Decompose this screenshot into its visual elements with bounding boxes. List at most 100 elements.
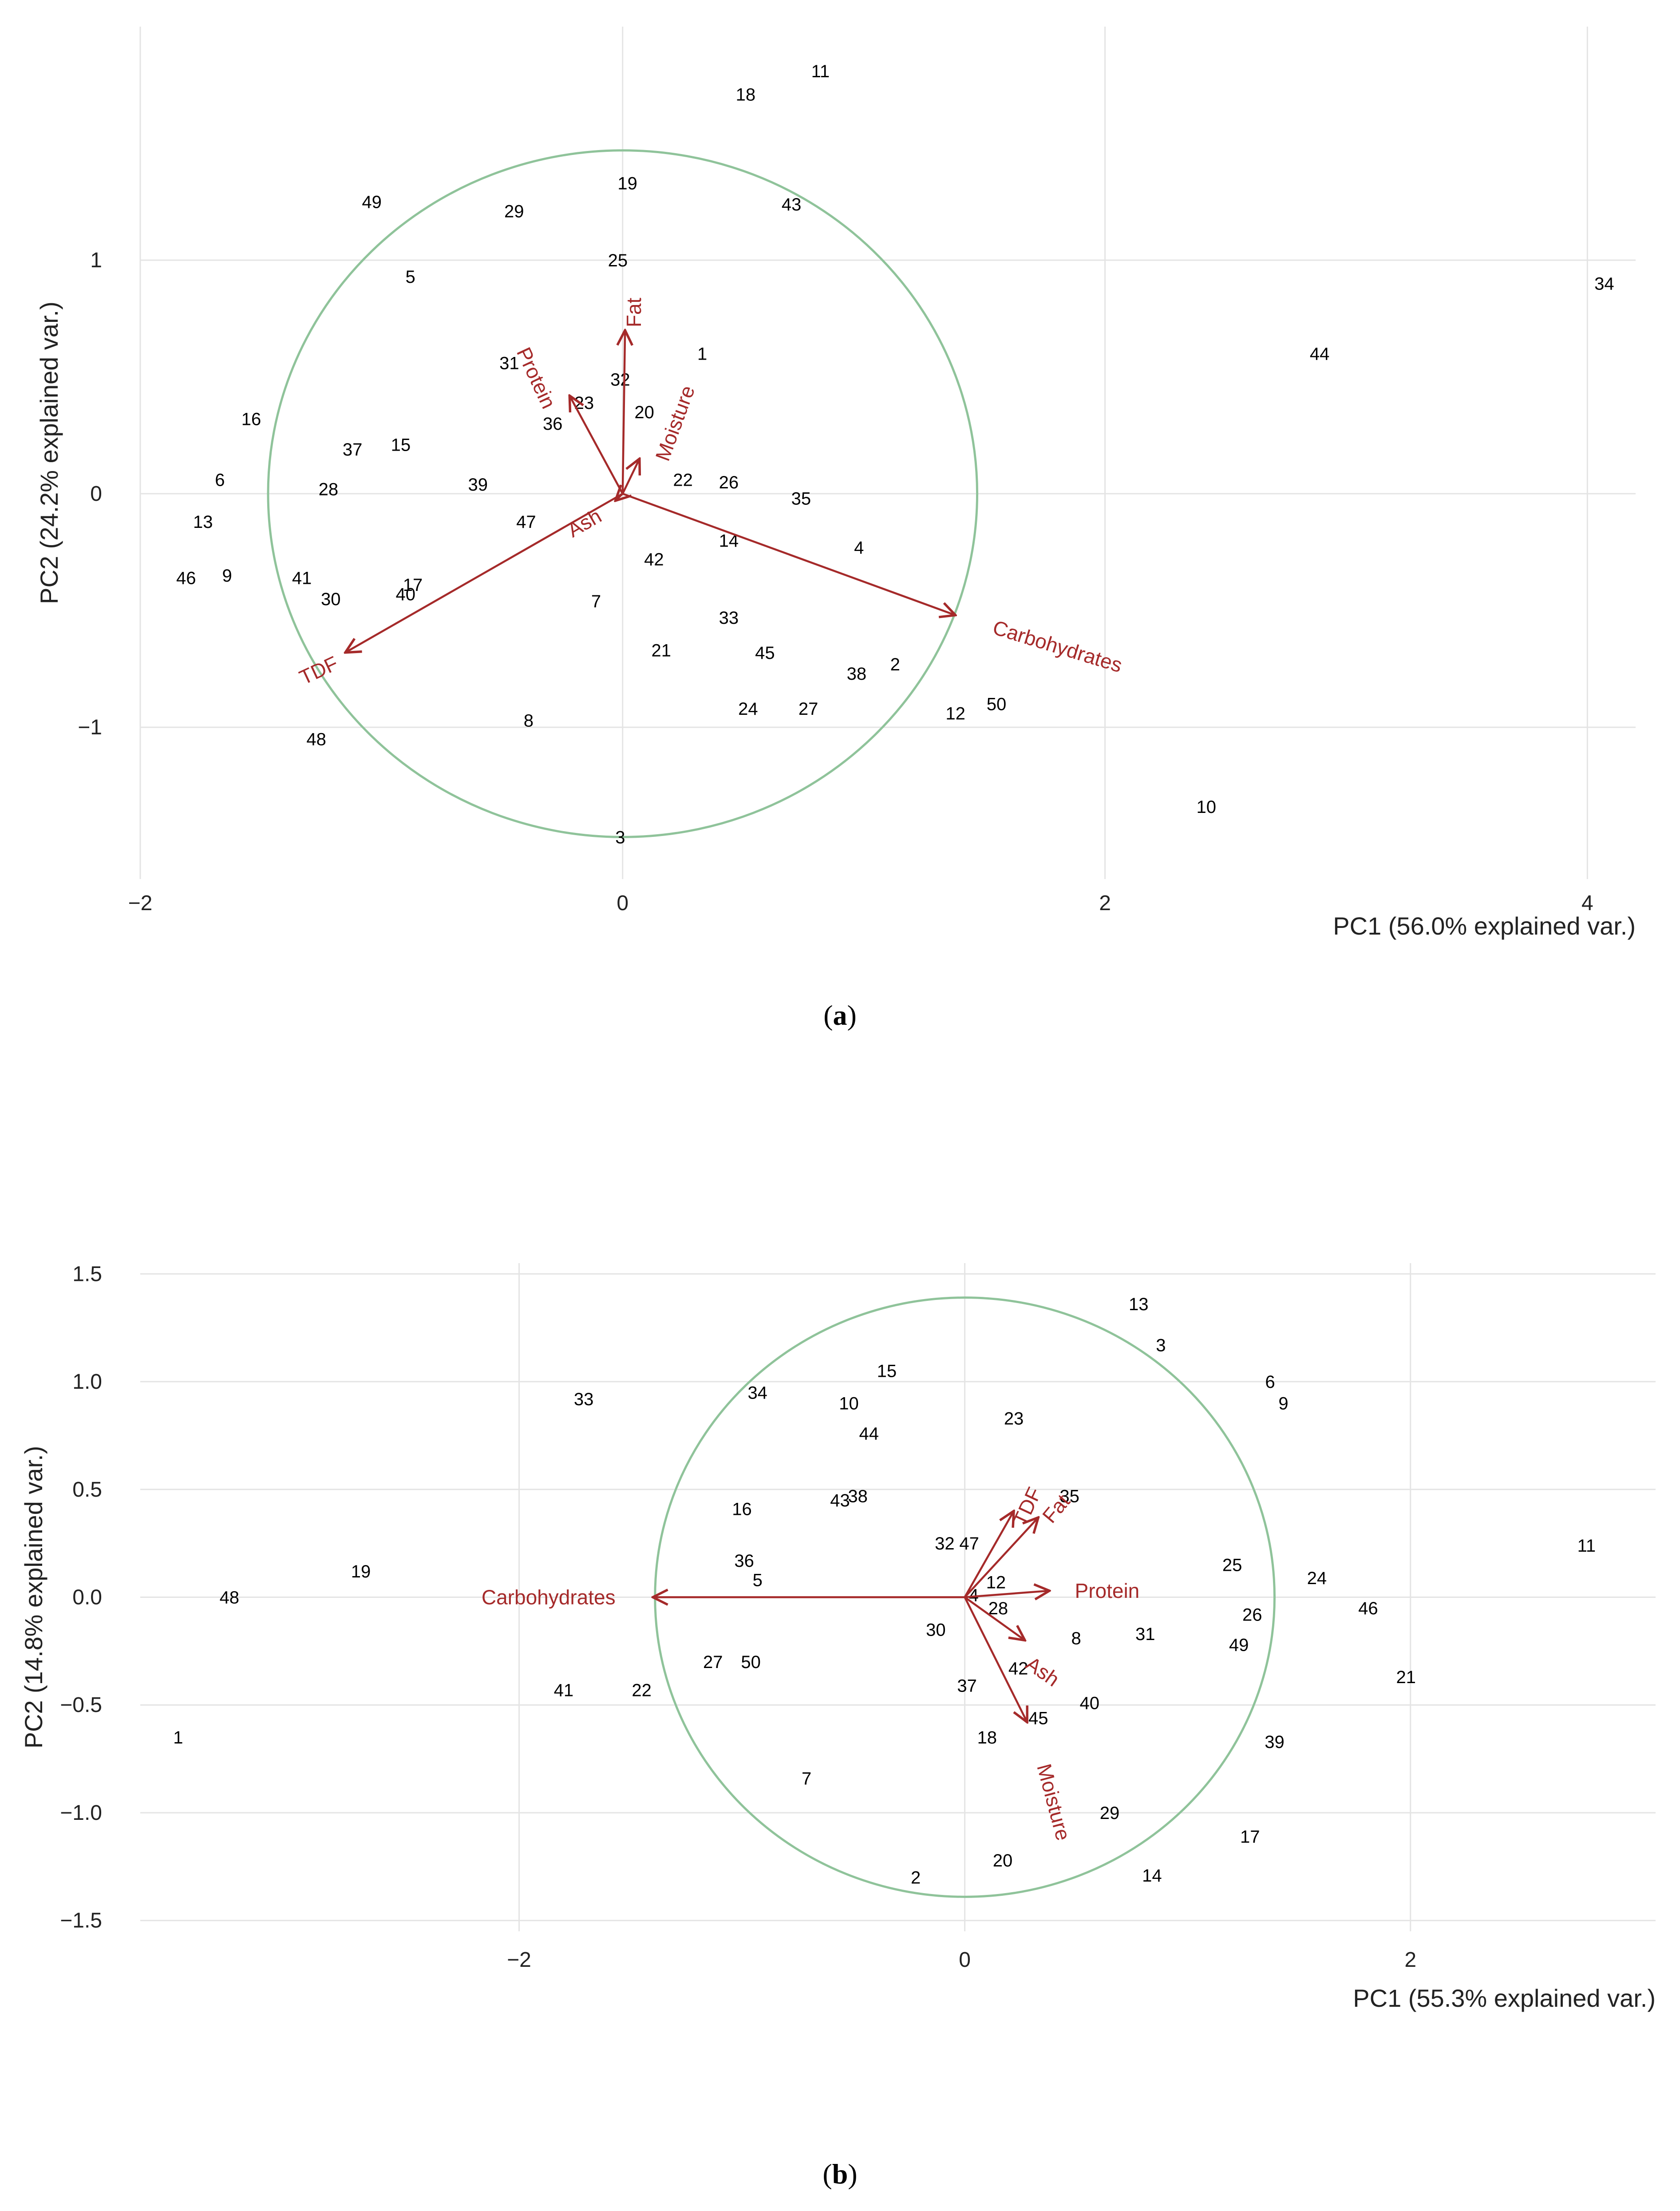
panel-b-point-9: 9 (1278, 1394, 1288, 1414)
panel-b-loading-label-ash: Ash (1022, 1652, 1064, 1691)
panel-b-y-tick-label: 1.5 (72, 1262, 102, 1286)
panel-a-point-45: 45 (755, 643, 775, 663)
panel-b-point-49: 49 (1229, 1635, 1249, 1655)
panel-a-point-27: 27 (798, 699, 818, 719)
panel-b-loading-arrow-protein (965, 1591, 1050, 1597)
panel-b-point-41: 41 (554, 1680, 574, 1700)
panel-b-point-38: 38 (848, 1486, 868, 1506)
panel-b-point-42: 42 (1008, 1659, 1028, 1679)
panel-b-point-1: 1 (173, 1728, 183, 1747)
panel-a-point-30: 30 (321, 590, 341, 609)
panel-b-point-3: 3 (1156, 1335, 1166, 1355)
panel-b-y-axis-label: PC2 (14.8% explained var.) (20, 1446, 47, 1749)
panel-b-x-axis-label: PC1 (55.3% explained var.) (1353, 1984, 1656, 2012)
panel-a-point-29: 29 (504, 202, 524, 222)
panel-a-point-17: 17 (403, 575, 423, 595)
panel-b-point-20: 20 (993, 1851, 1013, 1870)
panel-b-point-18: 18 (977, 1728, 997, 1747)
panel-a-point-42: 42 (644, 550, 664, 569)
panel-b-loading-arrow-moisture (964, 1597, 1028, 1723)
panel-a-point-43: 43 (782, 195, 802, 214)
panel-b-point-26: 26 (1242, 1605, 1262, 1625)
caption-b: (b) (822, 2158, 858, 2190)
panel-a-point-25: 25 (608, 251, 628, 270)
panel-a-y-axis-label: PC2 (24.2% explained var.) (35, 301, 63, 604)
panel-a-point-35: 35 (791, 489, 811, 509)
panel-b-point-33: 33 (574, 1390, 594, 1409)
panel-a-x-tick-label: −2 (128, 892, 153, 915)
panel-b-point-10: 10 (839, 1394, 859, 1414)
panel-b-point-12: 12 (986, 1573, 1006, 1593)
panel-b-point-16: 16 (732, 1499, 752, 1519)
panel-b-point-45: 45 (1028, 1708, 1048, 1728)
panel-a-point-4: 4 (854, 538, 864, 558)
panel-a-x-axis-label: PC1 (56.0% explained var.) (1333, 912, 1636, 940)
panel-a-point-36: 36 (543, 414, 563, 434)
panel-b-point-30: 30 (926, 1620, 946, 1640)
panel-b-point-22: 22 (632, 1680, 652, 1700)
panel-b-point-44: 44 (859, 1424, 879, 1444)
panel-a-point-20: 20 (634, 403, 654, 422)
panel-b-point-25: 25 (1222, 1556, 1242, 1575)
panel-a-point-50: 50 (987, 694, 1007, 714)
panel-a-point-44: 44 (1310, 344, 1330, 364)
panel-a-point-37: 37 (343, 440, 363, 460)
panel-a-point-11: 11 (811, 62, 830, 81)
panel-b-point-27: 27 (703, 1652, 723, 1672)
panel-b-y-tick-label: −0.5 (60, 1693, 102, 1717)
panel-a-point-1: 1 (697, 344, 707, 364)
panel-a-point-16: 16 (241, 410, 261, 429)
panel-a-loading-label-moisture: Moisture (651, 382, 699, 464)
panel-b-point-43: 43 (830, 1491, 850, 1510)
panel-a-y-tick-label: 1 (90, 249, 102, 272)
panel-b-point-15: 15 (877, 1362, 897, 1381)
panel-a-point-49: 49 (362, 193, 382, 212)
caption-a: (a) (823, 999, 857, 1031)
panel-a-point-8: 8 (524, 711, 534, 730)
panel-a-point-26: 26 (719, 473, 739, 492)
panel-b-point-39: 39 (1265, 1732, 1285, 1752)
panel-b-y-tick-label: 0.0 (72, 1586, 102, 1609)
panel-a-point-39: 39 (468, 475, 488, 495)
panel-a-point-3: 3 (615, 828, 625, 847)
panel-a-point-12: 12 (945, 704, 965, 724)
panel-a-loading-label-fat: Fat (622, 297, 645, 327)
panel-b-point-32: 32 (935, 1534, 955, 1553)
panel-a-point-38: 38 (847, 664, 867, 684)
panel-a-point-31: 31 (499, 353, 519, 373)
panel-b-loading-label-moisture: Moisture (1032, 1761, 1075, 1843)
panel-a-loading-arrow-moisture (621, 459, 640, 495)
panel-b-point-40: 40 (1080, 1693, 1100, 1713)
panel-b-point-37: 37 (957, 1676, 977, 1696)
panel-b-x-tick-label: 0 (959, 1948, 971, 1972)
panel-b-point-8: 8 (1071, 1629, 1081, 1648)
panel-a-point-18: 18 (736, 85, 756, 105)
panel-a-point-21: 21 (651, 641, 671, 660)
panel-b-loading-arrow-tdf (964, 1511, 1014, 1598)
panel-b-loading-arrow-ash (964, 1596, 1025, 1640)
panel-b-point-6: 6 (1265, 1372, 1275, 1392)
panel-a-loading-label-tdf: TDF (296, 651, 341, 689)
panel-a-point-34: 34 (1594, 274, 1614, 294)
panel-a-x-tick-label: 0 (617, 892, 629, 915)
panel-a-point-19: 19 (617, 174, 637, 193)
panel-b-point-5: 5 (753, 1571, 763, 1590)
panel-b-point-19: 19 (351, 1562, 371, 1581)
panel-a-point-5: 5 (405, 267, 415, 287)
caption-b-label: b (832, 2158, 848, 2190)
panel-a-point-22: 22 (673, 470, 693, 490)
panel-b-y-tick-label: −1.0 (60, 1801, 102, 1825)
panel-a-point-2: 2 (890, 655, 900, 674)
panel-a-point-40: 40 (395, 585, 415, 604)
panel-b-point-21: 21 (1396, 1668, 1416, 1687)
panel-b-point-35: 35 (1059, 1486, 1079, 1506)
panel-b-point-50: 50 (741, 1652, 761, 1672)
panel-b-point-28: 28 (988, 1599, 1008, 1618)
panel-a-point-15: 15 (391, 436, 411, 455)
panel-a-point-32: 32 (610, 370, 630, 389)
panel-a-point-33: 33 (719, 608, 739, 628)
panel-b-point-2: 2 (911, 1868, 921, 1888)
panel-a-loading-arrow-carbohydrates (622, 492, 956, 615)
